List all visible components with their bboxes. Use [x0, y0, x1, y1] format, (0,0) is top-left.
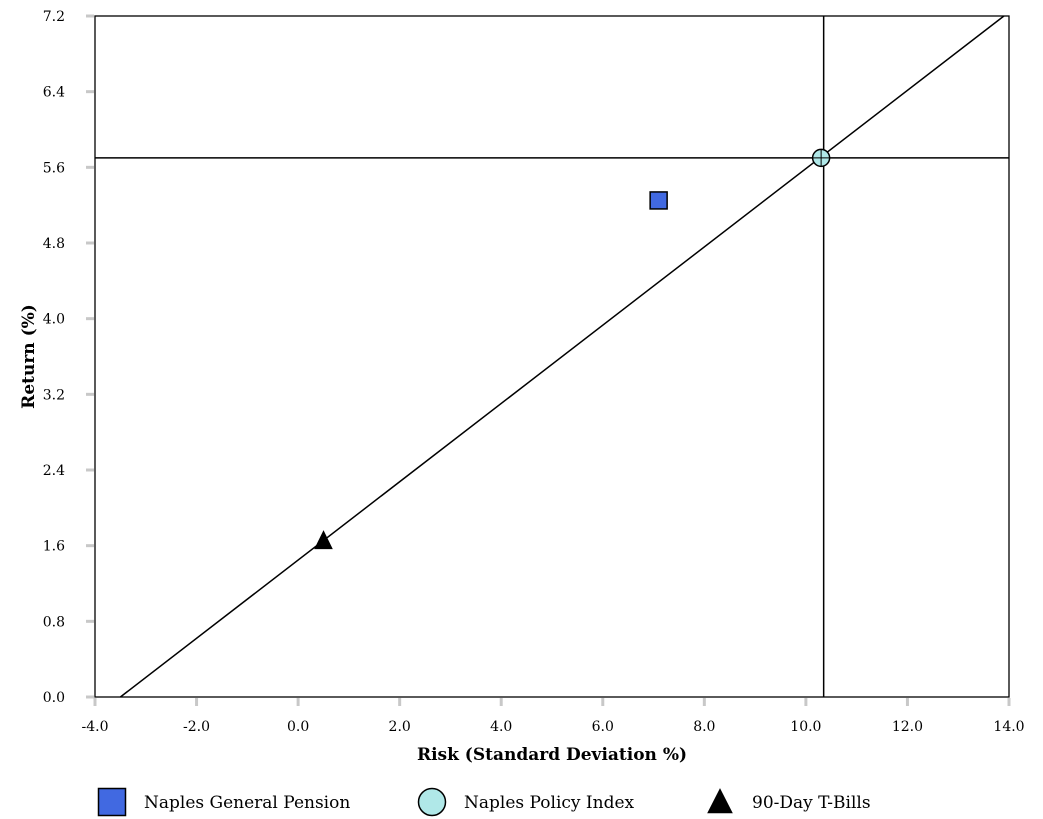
y-axis-ticks: 0.0 0.8 1.6 2.4 3.2 4.0 4.8 5.6 6.4 7.2 — [43, 9, 94, 706]
data-point — [649, 191, 668, 210]
plot-area-frame — [94, 15, 1010, 698]
reference-lines — [95, 15, 1009, 698]
x-tick-label: 14.0 — [993, 719, 1024, 735]
legend-circle-icon — [417, 787, 447, 817]
y-tick-label: 0.8 — [43, 614, 65, 630]
y-tick-label: 7.2 — [43, 9, 65, 25]
legend-item: 90-Day T-Bills — [707, 788, 871, 814]
y-axis-title: Return (%) — [19, 304, 39, 409]
y-tick-label: 0.0 — [43, 690, 65, 706]
legend-item: Naples Policy Index — [417, 787, 635, 817]
x-tick-label: 0.0 — [287, 719, 309, 735]
x-axis-title: Risk (Standard Deviation %) — [417, 745, 687, 765]
legend-item: Naples General Pension — [97, 787, 350, 817]
y-tick-label: 4.8 — [43, 236, 65, 252]
y-tick-label: 3.2 — [43, 387, 65, 403]
legend-label: 90-Day T-Bills — [752, 793, 871, 813]
triangle-marker — [314, 530, 333, 550]
x-axis-ticks: -4.0 -2.0 0.0 2.0 4.0 6.0 8.0 10.0 12.0 14.0 — [82, 698, 1025, 735]
data-points — [314, 148, 831, 550]
data-point — [314, 530, 333, 550]
square-marker — [649, 191, 668, 210]
legend-triangle-icon — [707, 788, 733, 814]
chart-legend: Naples General Pension Naples Policy Inde… — [97, 787, 871, 817]
y-tick-label: 6.4 — [43, 85, 65, 101]
x-tick-label: -4.0 — [82, 719, 109, 735]
y-tick-label: 4.0 — [43, 312, 65, 328]
x-tick-label: -2.0 — [183, 719, 210, 735]
legend-label: Naples Policy Index — [464, 793, 635, 813]
y-tick-label: 1.6 — [43, 539, 65, 555]
data-point — [811, 148, 831, 168]
x-tick-label: 8.0 — [693, 719, 715, 735]
capital-market-line — [119, 15, 1005, 698]
x-tick-label: 6.0 — [592, 719, 614, 735]
x-tick-label: 10.0 — [790, 719, 821, 735]
y-tick-label: 5.6 — [43, 160, 65, 176]
legend-label: Naples General Pension — [144, 793, 350, 813]
x-tick-label: 12.0 — [892, 719, 923, 735]
y-tick-label: 2.4 — [43, 463, 65, 479]
legend-square-icon — [97, 787, 127, 817]
x-tick-label: 2.0 — [389, 719, 411, 735]
x-tick-label: 4.0 — [490, 719, 512, 735]
